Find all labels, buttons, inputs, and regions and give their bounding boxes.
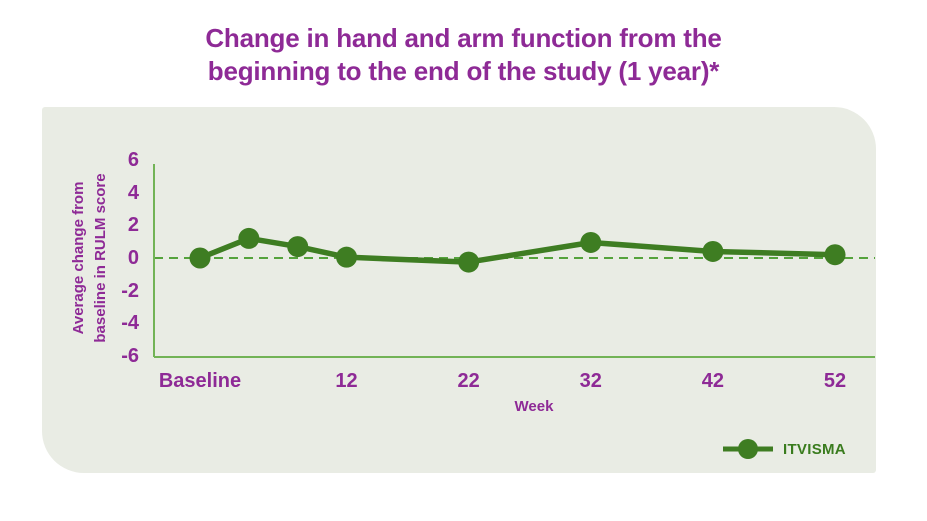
legend-label: ITVISMA	[783, 440, 846, 458]
chart-title: Change in hand and arm function from the…	[0, 22, 927, 88]
data-point	[336, 246, 358, 268]
y-tick-label: 4	[127, 181, 139, 204]
data-point	[824, 244, 846, 266]
x-tick-label: 42	[701, 370, 725, 392]
x-tick-label: 32	[579, 370, 602, 392]
data-point	[458, 251, 480, 273]
chart-panel: 6 4 2 0 -2 -4 -6 Baseline 12 22 32 42 52 Average ch…	[42, 107, 876, 473]
x-tick-label: 52	[823, 370, 847, 392]
x-axis-label: Week	[514, 398, 554, 415]
data-point	[702, 240, 724, 262]
y-tick-label: 6	[127, 149, 139, 171]
legend: ITVISMA	[722, 437, 846, 461]
data-point	[580, 231, 602, 253]
x-tick-label: Baseline	[158, 370, 242, 392]
y-tick-label: 2	[127, 214, 139, 237]
data-point	[238, 227, 260, 249]
chart-title-line2: beginning to the end of the study (1 yea…	[207, 56, 720, 86]
y-axis-label-line2: baseline in RULM score	[92, 173, 109, 343]
chart-title-line1: Change in hand and arm function from the	[205, 23, 722, 53]
y-tick-label: -4	[121, 312, 139, 335]
line-chart	[153, 164, 875, 358]
y-axis-label-line1: Average change from	[70, 181, 87, 335]
series-marker-icon	[723, 439, 773, 459]
x-tick-label: 12	[335, 370, 358, 392]
data-point	[189, 247, 211, 269]
y-axis-label: Average change from baseline in RULM sco…	[68, 128, 112, 388]
y-tick-label: -6	[121, 344, 139, 367]
y-tick-label: 0	[127, 247, 139, 269]
data-point	[287, 236, 309, 258]
x-tick-label: 22	[457, 370, 480, 392]
y-tick-label: -2	[121, 279, 139, 302]
